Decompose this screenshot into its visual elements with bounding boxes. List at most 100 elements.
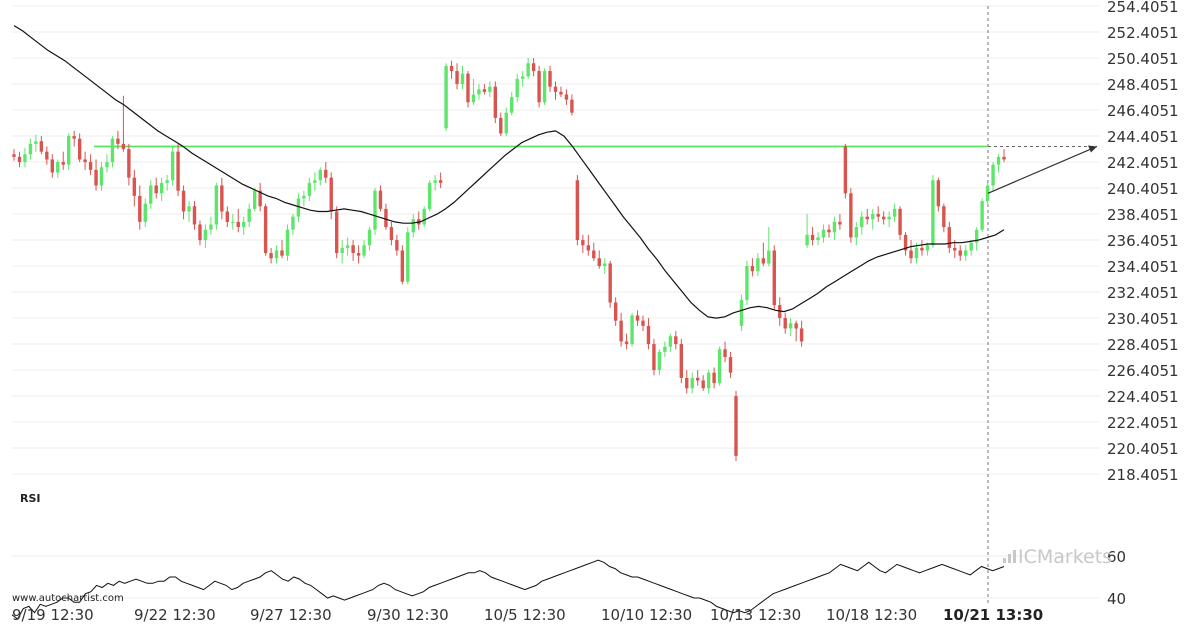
candle-body xyxy=(99,167,104,186)
time-tick-label: 10/18 12:30 xyxy=(826,606,917,624)
candle xyxy=(701,375,705,391)
candle-body xyxy=(165,180,169,183)
candle xyxy=(291,214,295,235)
candle xyxy=(444,63,448,131)
candle-body xyxy=(252,190,257,209)
candle-body xyxy=(745,266,749,300)
candle xyxy=(427,180,432,212)
candle-body xyxy=(181,190,186,212)
candle xyxy=(821,224,826,243)
candle xyxy=(384,203,388,230)
candle xyxy=(23,147,27,168)
candle xyxy=(860,211,864,235)
candle xyxy=(378,185,383,212)
candle-body xyxy=(242,221,246,228)
candle xyxy=(619,312,623,347)
candle-body xyxy=(706,372,711,389)
candle-body xyxy=(712,372,716,384)
candle-body xyxy=(94,169,98,186)
candle-body xyxy=(427,182,432,209)
candle-body xyxy=(510,97,514,113)
candle-body xyxy=(236,221,240,228)
candle xyxy=(285,224,290,261)
candle-body xyxy=(214,185,219,225)
candle-body xyxy=(996,156,1001,165)
candle xyxy=(499,112,503,137)
candle xyxy=(460,65,465,90)
candle xyxy=(449,60,454,79)
candle-body xyxy=(220,185,224,212)
candle xyxy=(395,234,399,256)
price-tick-label: 222.4051 xyxy=(1107,414,1179,432)
candle xyxy=(712,367,716,389)
candle xyxy=(843,143,848,199)
candle-body xyxy=(942,206,946,228)
candle-body xyxy=(389,227,394,241)
candle xyxy=(537,65,541,108)
time-tick-label: 9/19 12:30 xyxy=(12,606,94,624)
candle-body xyxy=(619,320,623,342)
candle xyxy=(980,198,984,233)
candle-body xyxy=(597,258,601,267)
price-tick-label: 246.4051 xyxy=(1107,102,1179,120)
candle xyxy=(269,247,273,264)
candle-body xyxy=(531,63,536,72)
candle-body xyxy=(411,219,415,233)
candle-body xyxy=(154,185,158,194)
candle-body xyxy=(936,180,941,207)
candle xyxy=(581,234,585,254)
candle xyxy=(242,216,246,235)
candle xyxy=(214,182,219,230)
candle-body xyxy=(871,214,875,220)
candle-body xyxy=(127,149,131,178)
candle xyxy=(652,338,656,376)
candle-body xyxy=(56,162,60,173)
candle-body xyxy=(72,136,76,139)
candle-body xyxy=(340,247,344,254)
candle-body xyxy=(258,190,262,207)
candle xyxy=(258,182,262,212)
price-tick-label: 224.4051 xyxy=(1107,388,1179,406)
candle xyxy=(302,190,306,207)
candle-body xyxy=(263,206,268,254)
candle-body xyxy=(209,224,213,230)
candle-body xyxy=(892,208,897,217)
candle xyxy=(34,134,38,152)
time-tick-label: 10/21 13:30 xyxy=(943,606,1043,624)
candle xyxy=(236,208,240,233)
candle-body xyxy=(77,138,82,160)
candle xyxy=(531,58,536,77)
rsi-grid xyxy=(12,555,1100,599)
candle-body xyxy=(149,185,153,204)
candle-body xyxy=(61,162,65,165)
candle-body xyxy=(690,377,694,389)
candle xyxy=(209,216,213,235)
candle-body xyxy=(761,258,766,264)
candle-body xyxy=(564,94,569,100)
candle xyxy=(903,232,908,256)
candle xyxy=(991,162,995,191)
candle xyxy=(220,177,224,220)
candle-body xyxy=(274,250,279,259)
candle-body xyxy=(176,151,180,191)
candle-body xyxy=(788,323,793,329)
candle-body xyxy=(110,138,115,163)
candle xyxy=(942,203,946,233)
candle-body xyxy=(542,71,547,103)
candle xyxy=(247,203,251,228)
candle xyxy=(198,220,202,246)
moving-average-line xyxy=(13,25,1005,319)
candle xyxy=(455,63,459,90)
candle-body xyxy=(45,151,49,160)
candle xyxy=(520,71,525,87)
candle-body xyxy=(159,182,164,194)
candle-body xyxy=(455,71,459,85)
candle xyxy=(964,245,968,261)
price-tick-label: 230.4051 xyxy=(1107,310,1179,328)
candle-body xyxy=(493,86,498,118)
candle-body xyxy=(39,141,44,152)
candle xyxy=(329,172,333,220)
candle xyxy=(170,146,175,186)
candle-body xyxy=(931,180,935,246)
candle-body xyxy=(28,143,33,155)
